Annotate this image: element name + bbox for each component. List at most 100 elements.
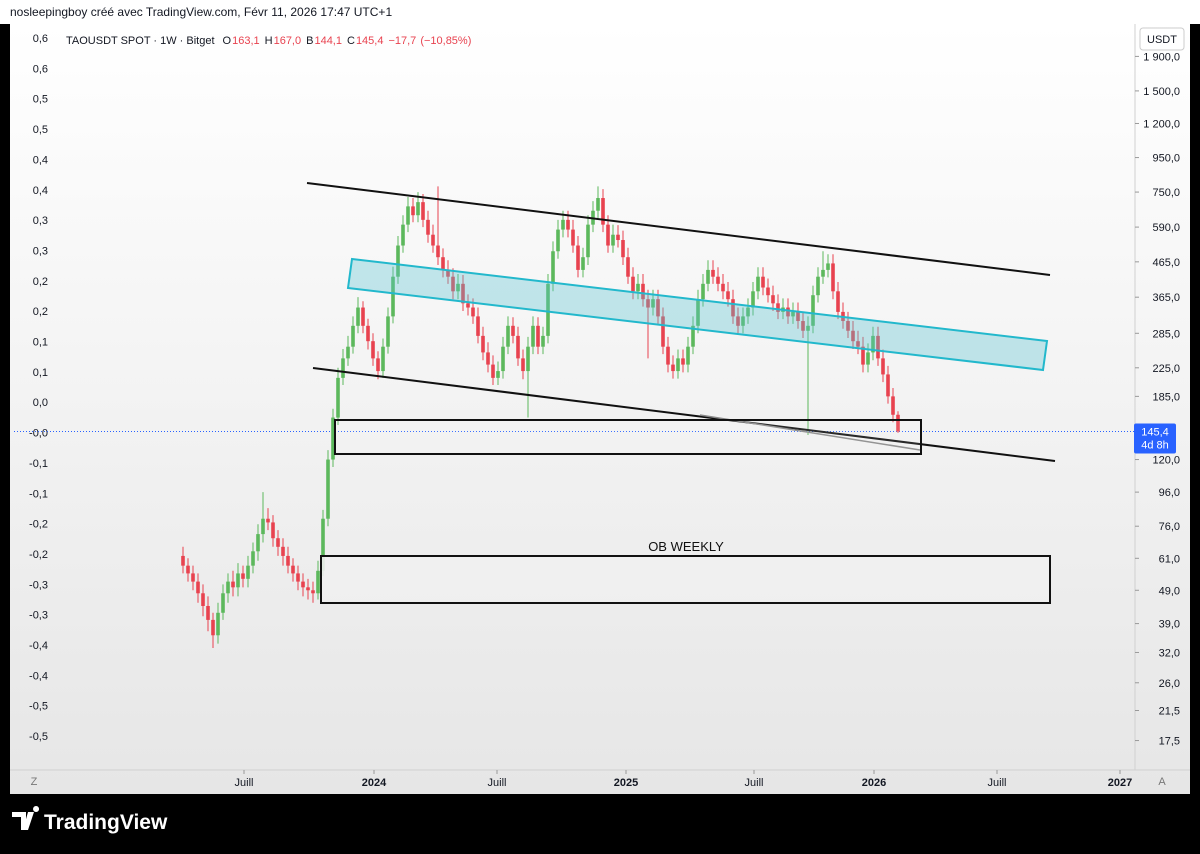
candle-body (226, 581, 230, 594)
candle-body (256, 534, 260, 552)
candle-body (481, 335, 485, 353)
candle-body (501, 346, 505, 372)
candle-body (696, 299, 700, 326)
candle-body (736, 316, 740, 326)
candle-body (406, 206, 410, 225)
y-tick-label: 1 200,0 (1143, 118, 1180, 130)
candle-body (746, 307, 750, 317)
candle-body (636, 283, 640, 292)
left-axis-label: 0,1 (33, 337, 48, 349)
candle-body (361, 307, 365, 326)
left-axis-label: -0,5 (29, 731, 48, 743)
candle-body (316, 570, 320, 594)
candle-body (726, 291, 730, 300)
brand-logo (12, 806, 40, 830)
ob-weekly-box (320, 555, 1051, 604)
left-axis-label: -0,0 (29, 428, 48, 440)
current-price-box (1134, 423, 1176, 454)
candle-body (521, 358, 525, 372)
candle-body (526, 346, 530, 372)
candle-body (536, 325, 540, 347)
candle-body (356, 307, 360, 326)
left-axis-label: -0,4 (29, 670, 48, 682)
y-tick-label: 21,5 (1159, 706, 1180, 718)
candle-body (741, 316, 745, 326)
candle-body (771, 295, 775, 304)
x-tick-label: Juill (988, 777, 1007, 789)
candle-body (381, 346, 385, 372)
left-axis-label: -0,3 (29, 579, 48, 591)
candle-body (751, 291, 755, 308)
candle-body (456, 283, 460, 292)
left-axis-label: 0,5 (33, 94, 48, 106)
left-axis-label: -0,3 (29, 610, 48, 622)
change: −17,7 (388, 35, 416, 47)
candle-body (541, 335, 545, 347)
candle-body (211, 619, 215, 636)
candle-body (321, 518, 325, 571)
candle-body (891, 396, 895, 415)
left-axis-label: 0,3 (33, 215, 48, 227)
candle-body (706, 269, 710, 284)
candle-body (466, 303, 470, 308)
y-tick-label: 750,0 (1152, 187, 1180, 199)
left-axis-label: 0,0 (33, 397, 48, 409)
candle-body (681, 358, 685, 365)
candle-body (566, 219, 570, 230)
ohlc-key: B (306, 35, 313, 47)
candle-body (791, 311, 795, 317)
channel-zone (346, 257, 1049, 372)
candle-body (831, 263, 835, 292)
candle-body (761, 276, 765, 288)
candle-body (766, 287, 770, 296)
candle-body (286, 555, 290, 566)
candle-body (431, 234, 435, 246)
candle-body (721, 283, 725, 292)
ob-weekly-label: OB WEEKLY (648, 539, 724, 554)
candle-body (756, 276, 760, 292)
auto-scale-button[interactable]: A (1158, 776, 1166, 788)
y-tick-label: 365,0 (1152, 292, 1180, 304)
candle-body (611, 234, 615, 246)
candle-body (241, 573, 245, 579)
y-tick-label: 950,0 (1152, 153, 1180, 165)
candle-body (801, 321, 805, 331)
author-line: nosleepingboy créé avec TradingView.com,… (10, 5, 392, 19)
x-tick-label: Juill (235, 777, 254, 789)
candle-body (366, 325, 370, 342)
candle-body (796, 311, 800, 322)
x-tick-label: 2026 (862, 777, 886, 789)
candle-body (846, 321, 850, 331)
candle-body (716, 276, 720, 284)
candle-body (461, 283, 465, 304)
candle-body (551, 251, 555, 284)
candle-body (596, 198, 600, 211)
upper-trendline (306, 182, 1051, 276)
candle-body (336, 377, 340, 418)
left-axis-label: -0,2 (29, 549, 48, 561)
candle-body (271, 522, 275, 539)
candle-body (686, 346, 690, 365)
candle-body (206, 605, 210, 620)
y-tick-label: 1 500,0 (1143, 86, 1180, 98)
candle-body (876, 335, 880, 359)
candle-body (196, 581, 200, 594)
candle-body (586, 224, 590, 258)
candle-body (851, 330, 855, 342)
left-axis-label: -0,5 (29, 701, 48, 713)
candle-body (371, 341, 375, 359)
zoom-button[interactable]: Z (31, 776, 38, 788)
candle-body (701, 283, 705, 300)
candle-body (416, 202, 420, 216)
left-axis-label: 0,6 (33, 63, 48, 75)
candle-body (641, 283, 645, 300)
y-tick-label: 17,5 (1159, 736, 1180, 748)
candle-body (391, 276, 395, 317)
candle-body (421, 202, 425, 220)
candle-body (411, 206, 415, 216)
x-tick-label: 2024 (362, 777, 387, 789)
candle-body (511, 325, 515, 336)
candle-body (651, 299, 655, 308)
candle-body (446, 269, 450, 277)
ohlc-key: O (223, 35, 232, 47)
